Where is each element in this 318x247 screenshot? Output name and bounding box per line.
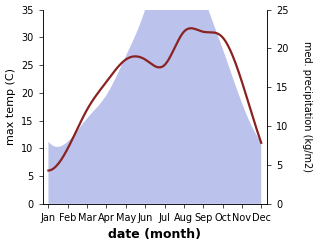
Y-axis label: max temp (C): max temp (C) xyxy=(5,68,16,145)
X-axis label: date (month): date (month) xyxy=(108,228,201,242)
Y-axis label: med. precipitation (kg/m2): med. precipitation (kg/m2) xyxy=(302,41,313,172)
